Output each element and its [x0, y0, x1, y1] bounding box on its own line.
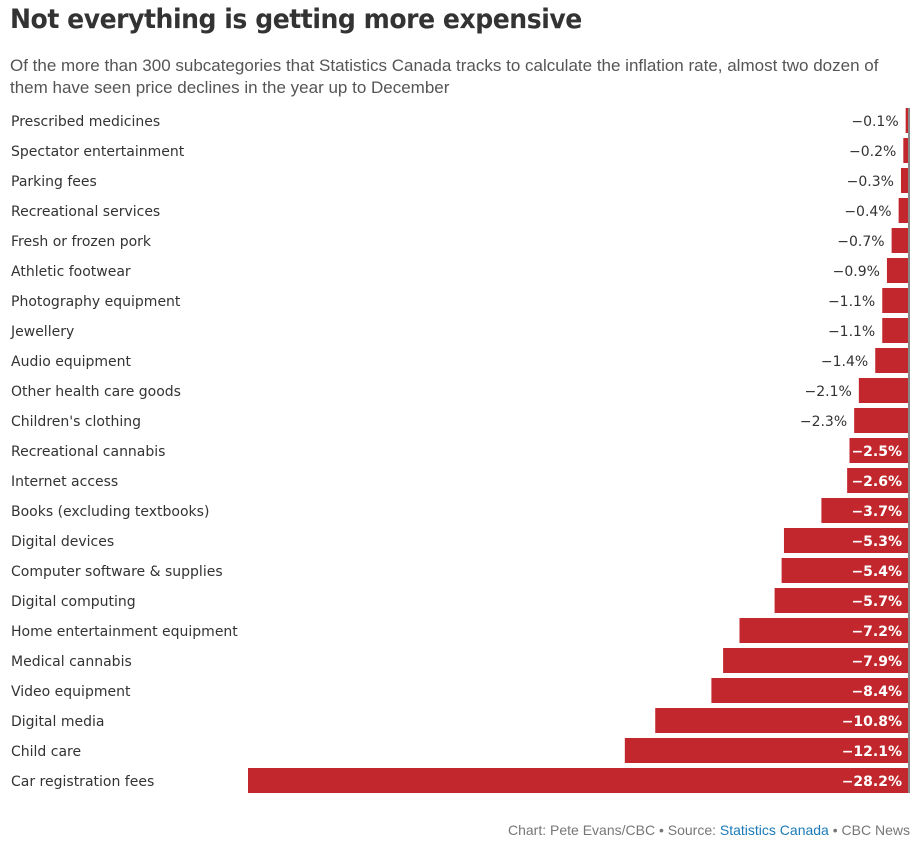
- separator: •: [828, 822, 842, 838]
- bar: [882, 288, 908, 313]
- value-label: −0.2%: [849, 144, 896, 160]
- category-label: Digital media: [11, 714, 104, 730]
- category-label: Photography equipment: [11, 294, 181, 310]
- publisher: CBC News: [841, 822, 910, 838]
- category-label: Other health care goods: [11, 384, 181, 400]
- value-label: −5.7%: [851, 594, 902, 610]
- value-label: −8.4%: [851, 684, 902, 700]
- bar: [248, 768, 908, 793]
- value-label: −0.4%: [844, 204, 891, 220]
- chart-title: Not everything is getting more expensive: [10, 4, 582, 35]
- bars-layer: [248, 108, 908, 793]
- category-label: Video equipment: [11, 684, 131, 700]
- category-label: Fresh or frozen pork: [11, 234, 152, 250]
- value-label: −7.9%: [851, 654, 902, 670]
- bar: [903, 138, 908, 163]
- category-label: Books (excluding textbooks): [11, 504, 209, 520]
- category-label: Spectator entertainment: [11, 144, 185, 160]
- bar: [900, 168, 908, 193]
- value-label: −3.7%: [851, 504, 902, 520]
- chart-subtitle: Of the more than 300 subcategories that …: [10, 56, 879, 97]
- bar: [774, 588, 908, 613]
- value-label: −2.3%: [800, 414, 847, 430]
- category-label: Parking fees: [11, 174, 97, 190]
- bar: [655, 708, 908, 733]
- bar: [854, 408, 908, 433]
- bar: [711, 678, 908, 703]
- value-label: −7.2%: [851, 624, 902, 640]
- category-label: Recreational services: [11, 204, 160, 220]
- value-label: −28.2%: [842, 774, 902, 790]
- bar: [898, 198, 908, 223]
- bar: [723, 648, 908, 673]
- value-label: −0.9%: [833, 264, 880, 280]
- chart-credit: Chart: Pete Evans/CBC: [508, 822, 656, 838]
- source-prefix: Source:: [667, 822, 720, 838]
- value-label: −5.4%: [851, 564, 902, 580]
- bar: [739, 618, 908, 643]
- category-label: Digital devices: [11, 534, 114, 550]
- bar: [847, 468, 908, 493]
- value-label: −10.8%: [842, 714, 902, 730]
- bar: [624, 738, 908, 763]
- value-label: −12.1%: [842, 744, 902, 760]
- bar: [882, 318, 908, 343]
- category-label: Car registration fees: [11, 774, 154, 790]
- value-label: −1.1%: [828, 294, 875, 310]
- separator: •: [655, 822, 668, 838]
- category-labels-layer: Prescribed medicines Spectator entertainm…: [10, 114, 238, 790]
- category-label: Jewellery: [10, 324, 74, 340]
- value-label: −0.1%: [851, 114, 898, 130]
- category-label: Athletic footwear: [11, 264, 131, 280]
- value-label: −2.5%: [851, 444, 902, 460]
- category-label: Computer software & supplies: [11, 564, 223, 580]
- value-label: −0.7%: [837, 234, 884, 250]
- value-label: −2.1%: [805, 384, 852, 400]
- bar: [858, 378, 908, 403]
- value-label: −5.3%: [851, 534, 902, 550]
- value-labels-layer: −0.1% −0.2% −0.3% −0.4% −0.7% −0.9% −1.1% −1.1%…: [800, 114, 902, 790]
- category-label: Medical cannabis: [11, 654, 132, 670]
- category-label: Children's clothing: [11, 414, 141, 430]
- value-label: −2.6%: [851, 474, 902, 490]
- bar: [875, 348, 908, 373]
- category-label: Internet access: [11, 474, 118, 490]
- source-link[interactable]: Statistics Canada: [719, 822, 829, 838]
- category-label: Recreational cannabis: [11, 444, 165, 460]
- bar: [783, 528, 908, 553]
- bar: [781, 558, 908, 583]
- bar: [891, 228, 908, 253]
- category-label: Prescribed medicines: [11, 114, 160, 130]
- bar: [905, 108, 908, 133]
- category-label: Home entertainment equipment: [11, 624, 238, 640]
- chart-footer: Chart: Pete Evans/CBC • Source: Statisti…: [508, 822, 910, 838]
- category-label: Child care: [11, 744, 81, 760]
- value-label: −1.1%: [828, 324, 875, 340]
- bar: [821, 498, 908, 523]
- category-label: Digital computing: [11, 594, 136, 610]
- category-label: Audio equipment: [11, 354, 132, 370]
- bar: [849, 438, 908, 463]
- bar: [886, 258, 908, 283]
- value-label: −1.4%: [821, 354, 868, 370]
- value-label: −0.3%: [847, 174, 894, 190]
